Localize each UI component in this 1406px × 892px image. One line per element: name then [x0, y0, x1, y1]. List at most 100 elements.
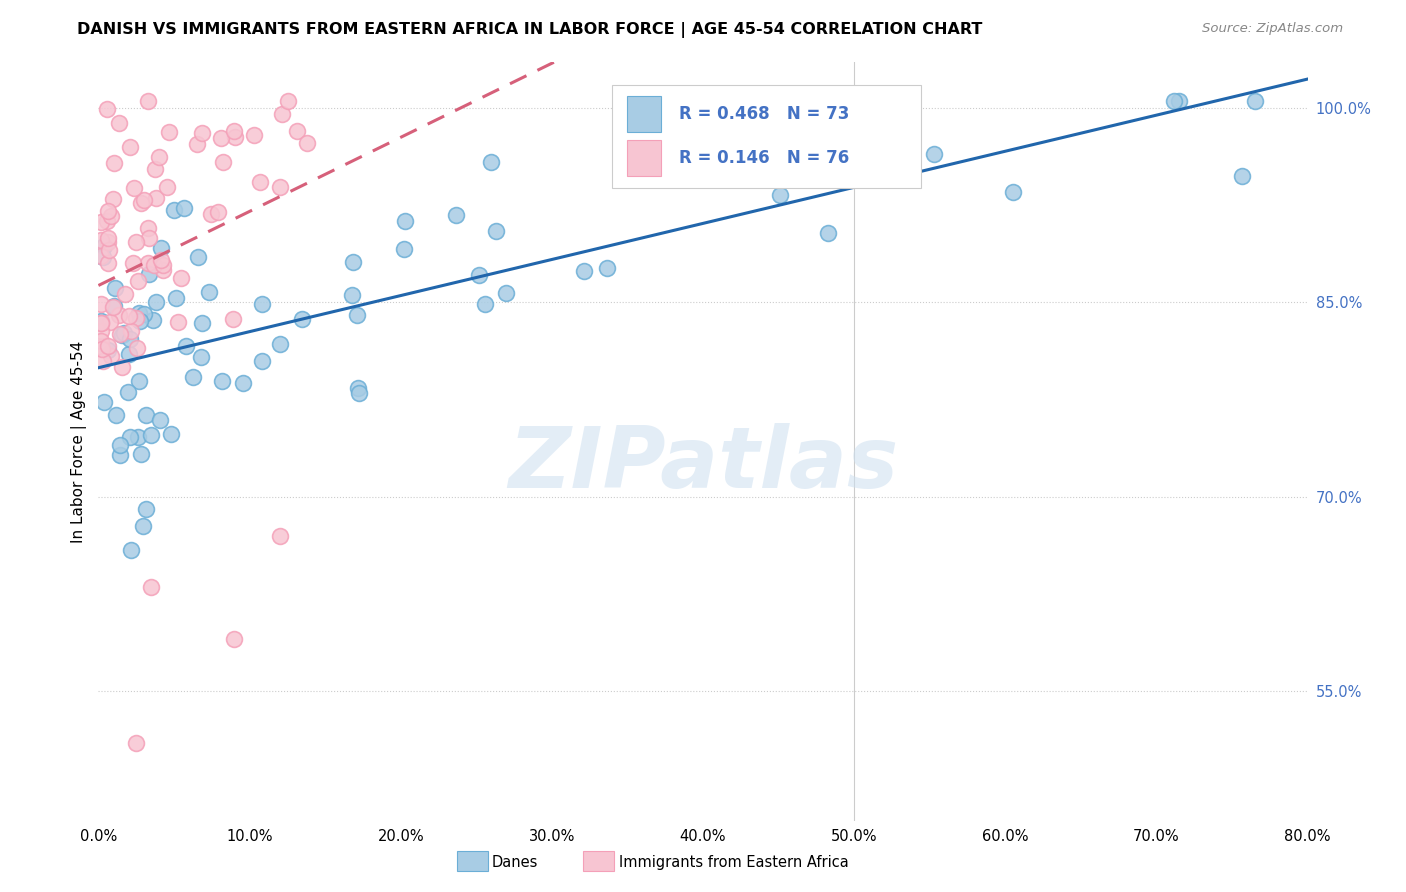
Point [1001, 185, 1024, 199]
Point [129, 314, 152, 328]
Point [127, 275, 149, 289]
Text: R = 0.146   N = 76: R = 0.146 N = 76 [679, 149, 849, 167]
Text: Source: ZipAtlas.com: Source: ZipAtlas.com [1202, 22, 1343, 36]
Point [125, 311, 148, 326]
Point [105, 408, 128, 422]
Point [101, 301, 124, 315]
Point [97, 203, 120, 218]
Point [135, 408, 157, 422]
Text: Immigrants from Eastern Africa: Immigrants from Eastern Africa [619, 855, 848, 870]
Point [141, 580, 163, 594]
Point [97, 256, 120, 270]
Point [90, 324, 112, 338]
Point [136, 221, 159, 235]
Point [347, 385, 370, 400]
Point [97, 338, 120, 352]
Point [166, 315, 188, 329]
Point [118, 332, 141, 346]
Point [474, 297, 496, 311]
Point [392, 242, 415, 256]
Point [112, 326, 135, 340]
Point [125, 235, 148, 250]
Point [118, 347, 141, 361]
Point [269, 180, 291, 194]
Point [103, 155, 125, 169]
Point [250, 297, 273, 311]
Point [91, 250, 114, 264]
Point [342, 287, 364, 301]
Point [148, 151, 170, 165]
Point [595, 260, 617, 275]
Point [90, 314, 112, 328]
Point [117, 384, 139, 399]
Point [145, 191, 167, 205]
Point [114, 287, 136, 301]
Point [162, 202, 184, 217]
Point [160, 426, 183, 441]
Point [346, 308, 368, 322]
Point [468, 268, 491, 283]
Point [132, 193, 155, 207]
Point [817, 142, 839, 156]
Point [150, 253, 173, 268]
Point [572, 263, 595, 277]
Point [90, 342, 112, 356]
Point [1230, 169, 1253, 183]
Point [200, 207, 222, 221]
Point [138, 231, 160, 245]
Point [141, 312, 163, 326]
Point [924, 147, 946, 161]
Point [297, 136, 319, 151]
Point [96, 102, 118, 116]
Point [173, 201, 195, 215]
Point [232, 376, 254, 390]
Point [138, 256, 160, 270]
Point [136, 95, 159, 109]
Point [111, 360, 134, 375]
Point [90, 233, 112, 247]
Point [100, 349, 122, 363]
Point [96, 214, 118, 228]
Point [149, 241, 172, 255]
Point [191, 316, 214, 330]
Point [485, 224, 508, 238]
Point [134, 307, 156, 321]
Point [143, 161, 166, 176]
Point [120, 543, 142, 558]
Point [93, 239, 115, 253]
Point [769, 187, 792, 202]
Point [187, 251, 209, 265]
Point [138, 267, 160, 281]
Point [125, 341, 148, 355]
Point [93, 354, 115, 368]
Point [118, 310, 141, 324]
Point [191, 126, 214, 140]
Text: R = 0.468   N = 73: R = 0.468 N = 73 [679, 105, 849, 123]
Point [277, 95, 299, 109]
Y-axis label: In Labor Force | Age 45-54: In Labor Force | Age 45-54 [72, 341, 87, 542]
Point [145, 294, 167, 309]
Point [97, 343, 120, 357]
Point [110, 438, 132, 452]
Point [125, 736, 148, 750]
Point [90, 215, 112, 229]
Point [211, 131, 233, 145]
Point [165, 291, 187, 305]
Point [285, 124, 308, 138]
Point [495, 285, 517, 300]
Text: Danes: Danes [492, 855, 538, 870]
Point [90, 297, 112, 311]
Point [93, 395, 115, 409]
Point [107, 116, 129, 130]
Point [190, 350, 212, 364]
Point [224, 632, 246, 647]
Point [143, 258, 166, 272]
Point [131, 518, 153, 533]
Point [250, 354, 273, 368]
Bar [627, 95, 661, 132]
Point [101, 192, 124, 206]
Point [110, 328, 132, 343]
Point [157, 125, 180, 139]
Point [152, 258, 174, 272]
Point [97, 235, 120, 249]
